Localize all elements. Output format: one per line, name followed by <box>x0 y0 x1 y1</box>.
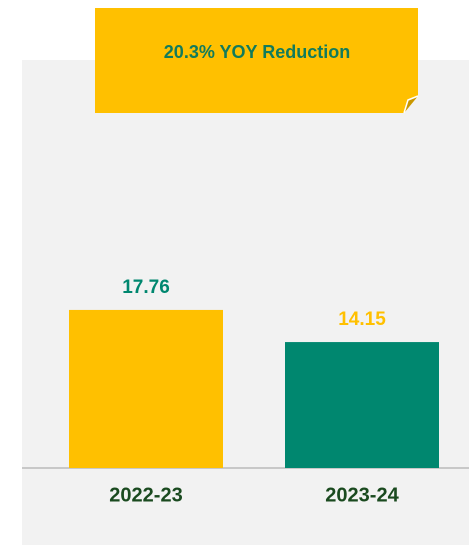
x-tick-label: 2022-23 <box>109 484 182 506</box>
value-label: 17.76 <box>122 277 170 298</box>
callout-fold <box>404 96 418 113</box>
bar <box>285 342 439 468</box>
plot-panel <box>22 60 469 545</box>
callout-box <box>95 8 418 113</box>
bar <box>69 309 223 468</box>
value-label: 14.15 <box>338 309 386 330</box>
annotation: 20.3% YOY Reduction <box>164 42 350 62</box>
x-tick-label: 2023-24 <box>325 484 399 506</box>
callout-fold-edge <box>403 95 419 114</box>
